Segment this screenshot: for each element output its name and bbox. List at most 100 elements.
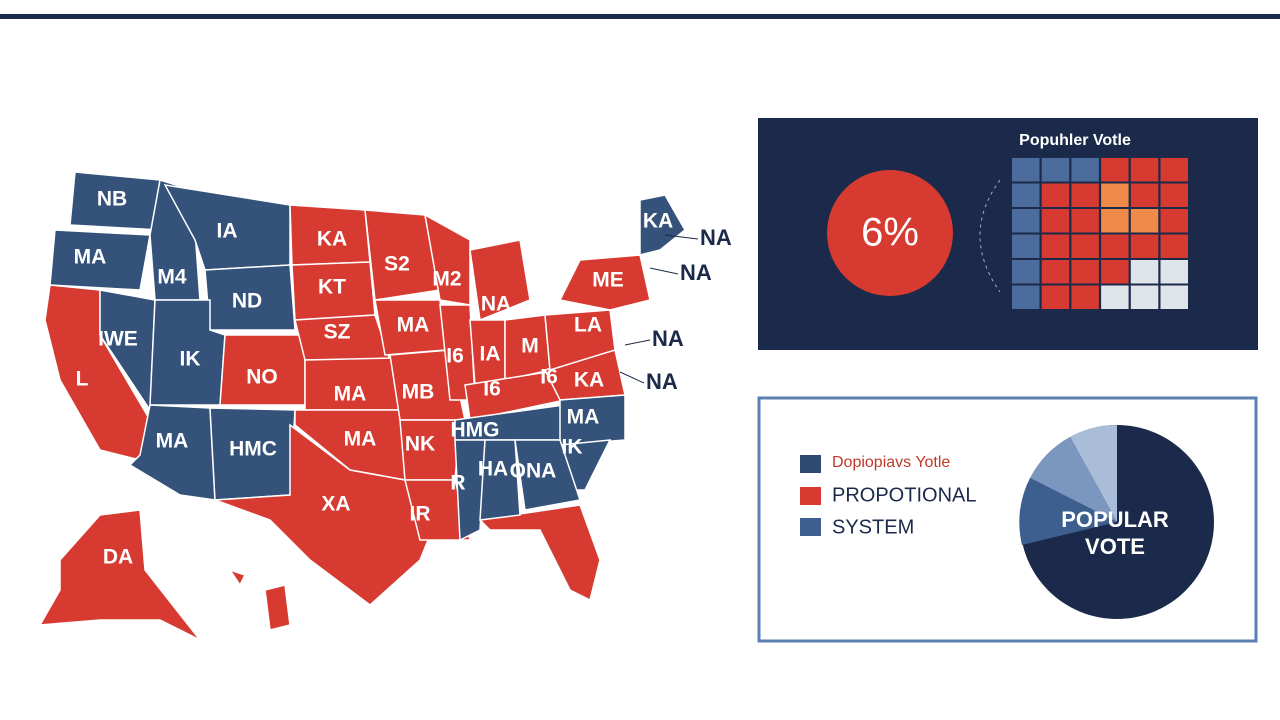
state-label: XA: [321, 493, 350, 516]
grid-cell: [1160, 285, 1188, 309]
callout-label: NA: [700, 225, 732, 250]
legend-swatch: [800, 487, 821, 505]
state: [469, 239, 531, 322]
state: [49, 229, 151, 291]
pie-slice: [1070, 424, 1117, 522]
legend-swatch: [800, 455, 821, 473]
grid-cell: [1101, 209, 1129, 233]
state: [514, 439, 581, 511]
pie-label: VOTE: [1085, 534, 1145, 559]
state: [558, 254, 651, 311]
state-label: M4: [157, 266, 186, 289]
grid-cell: [1071, 209, 1099, 233]
state-label: IWE: [98, 328, 138, 351]
state-label: NA: [481, 293, 511, 316]
state: [454, 439, 486, 542]
state-label: SZ: [324, 321, 351, 344]
grid-cell: [1041, 158, 1070, 182]
percent-label: 6%: [861, 211, 919, 255]
state-label: NO: [246, 366, 278, 389]
pie-slice: [1030, 437, 1117, 522]
callout-label: NA: [652, 326, 684, 351]
state-label: MA: [397, 314, 430, 337]
state-label: IA: [217, 220, 238, 243]
grid-cell: [1041, 209, 1070, 233]
state-label: IA: [480, 343, 501, 366]
grid-cell: [1012, 234, 1040, 258]
callout-label: NA: [680, 260, 712, 285]
grid-cell: [1160, 260, 1188, 284]
heat-grid: [1012, 158, 1188, 309]
state-label: NK: [405, 433, 435, 456]
state-label: ND: [232, 290, 262, 313]
grid-cell: [1012, 183, 1040, 207]
percent-circle: [827, 170, 953, 296]
grid-cell: [1130, 234, 1159, 258]
grid-cell: [1160, 234, 1188, 258]
legend-label: SYSTEM: [832, 516, 914, 538]
callout-line: [649, 267, 679, 275]
grid-cell: [1160, 183, 1188, 207]
grid-cell: [1041, 260, 1070, 284]
grid-cell: [1071, 234, 1099, 258]
grid-cell: [1130, 285, 1159, 309]
state-label: IK: [180, 348, 201, 371]
state: [404, 479, 471, 541]
grid-cell: [1012, 285, 1040, 309]
grid-cell: [1012, 260, 1040, 284]
callout-label: NA: [646, 369, 678, 394]
state: [559, 394, 626, 446]
state-label: MA: [156, 430, 189, 453]
state: [264, 584, 291, 631]
state-label: S2: [384, 253, 410, 276]
state-label: M: [521, 335, 539, 358]
state: [214, 423, 441, 606]
state-label: MA: [334, 383, 367, 406]
state: [479, 439, 521, 521]
state-label: HA: [478, 458, 508, 481]
grid-cell: [1101, 234, 1129, 258]
state-label: MA: [344, 428, 377, 451]
state-label: IR: [410, 503, 431, 526]
grid-cell: [1101, 158, 1129, 182]
state-label: ONA: [510, 460, 557, 483]
state-label: I6: [446, 345, 464, 368]
grid-cell: [1041, 234, 1070, 258]
state-label: L: [76, 368, 89, 391]
grid-cell: [1012, 209, 1040, 233]
legend-label: Dopiopiavs Yotle: [832, 454, 950, 471]
state-label: KA: [317, 228, 347, 251]
state-label: NB: [97, 188, 127, 211]
connector: [979, 179, 1001, 293]
state-label: MB: [402, 381, 435, 404]
grid-cell: [1160, 209, 1188, 233]
state-label: HMG: [451, 419, 500, 442]
grid-cell: [1130, 158, 1159, 182]
state: [478, 504, 601, 602]
grid-cell: [1041, 183, 1070, 207]
top-rule: [0, 14, 1280, 19]
grid-cell: [1101, 260, 1129, 284]
grid-cell: [1160, 158, 1188, 182]
callout-line: [664, 234, 699, 240]
grid-cell: [1071, 285, 1099, 309]
state-label: KT: [318, 276, 346, 299]
grid-cell: [1130, 260, 1159, 284]
callout-line: [619, 371, 645, 384]
state-label: R: [450, 472, 465, 495]
grid-cell: [1101, 285, 1129, 309]
grid-cell: [1041, 285, 1070, 309]
state-label: LA: [574, 314, 602, 337]
panel-title: Popuhler Votle: [1019, 132, 1131, 149]
state: [228, 568, 247, 587]
state-label: ME: [592, 269, 624, 292]
state-label: KA: [574, 369, 604, 392]
state: [544, 309, 616, 371]
state-label: I6: [540, 366, 558, 389]
grid-cell: [1101, 183, 1129, 207]
grid-cell: [1012, 158, 1040, 182]
grid-cell: [1071, 183, 1099, 207]
state-label: DA: [103, 546, 133, 569]
